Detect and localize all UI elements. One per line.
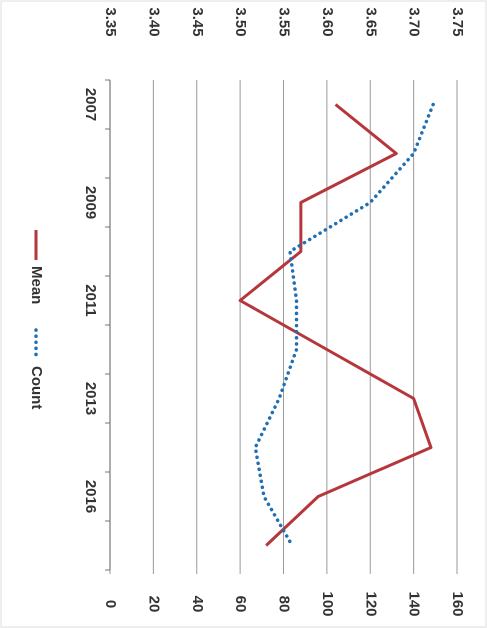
legend-label: Mean: [28, 266, 45, 304]
y2-tick-label: 20: [145, 596, 162, 613]
y2-tick-label: 60: [232, 596, 249, 613]
y2-tick-label: 140: [406, 591, 423, 616]
y2-tick-label: 100: [319, 591, 336, 616]
y2-tick-label: 40: [189, 596, 206, 613]
legend-label: Count: [28, 366, 45, 409]
y-tick-label: 3.45: [189, 7, 206, 36]
x-tick-label: 2011: [82, 284, 99, 317]
y2-tick-label: 0: [102, 600, 119, 608]
y-tick-label: 3.50: [232, 7, 249, 36]
y-tick-label: 3.75: [449, 7, 466, 36]
x-tick-label: 2007: [82, 88, 99, 121]
y2-tick-label: 80: [276, 596, 293, 613]
series-line: [238, 103, 433, 547]
y-tick-label: 3.60: [319, 7, 336, 36]
y-tick-label: 3.65: [362, 7, 379, 36]
x-tick-label: 2016: [82, 480, 99, 513]
y2-tick-label: 160: [449, 591, 466, 616]
x-tick-label: 2013: [82, 382, 99, 415]
y-tick-label: 3.40: [145, 7, 162, 36]
y2-tick-label: 120: [362, 591, 379, 616]
series-line: [253, 102, 435, 548]
x-tick-label: 2009: [82, 186, 99, 219]
y-tick-label: 3.55: [276, 7, 293, 36]
y-tick-label: 3.35: [102, 7, 119, 36]
y-tick-label: 3.70: [406, 7, 423, 36]
